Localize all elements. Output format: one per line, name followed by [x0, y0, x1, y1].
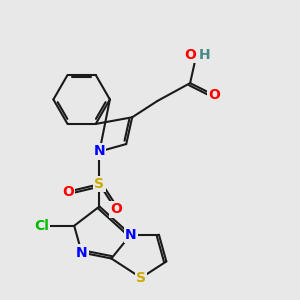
Text: S: S: [94, 177, 104, 191]
Text: O: O: [208, 88, 220, 102]
Text: Cl: Cl: [34, 219, 49, 233]
Text: O: O: [110, 202, 122, 216]
Text: N: N: [76, 245, 88, 260]
Text: N: N: [125, 228, 136, 242]
Text: O: O: [62, 184, 74, 199]
Text: N: N: [94, 145, 105, 158]
Text: H: H: [199, 48, 211, 62]
Text: S: S: [136, 271, 146, 285]
Text: O: O: [184, 48, 196, 62]
